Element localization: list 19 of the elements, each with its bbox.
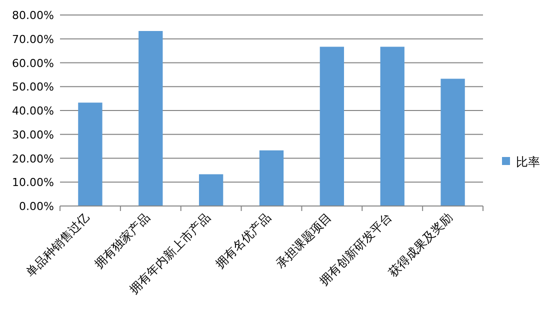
- y-tick-label: 10.00%: [12, 176, 54, 190]
- x-tick-label: 拥有名优产品: [212, 210, 274, 272]
- bar: [138, 30, 163, 206]
- x-tick-label: 单品种销售过亿: [23, 210, 92, 280]
- bar: [198, 174, 224, 206]
- legend-label: 比率: [516, 155, 540, 169]
- bar: [78, 102, 102, 206]
- y-tick-label: 60.00%: [12, 56, 54, 70]
- y-tick-label: 30.00%: [12, 128, 54, 142]
- y-tick-label: 40.00%: [12, 104, 54, 118]
- y-tick-label: 20.00%: [12, 152, 54, 166]
- bar: [320, 46, 344, 206]
- y-tick-label: 50.00%: [12, 80, 54, 94]
- y-tick-label: 80.00%: [12, 9, 54, 22]
- bar: [440, 78, 465, 206]
- bar: [259, 150, 284, 206]
- y-tick-label: 70.00%: [12, 32, 54, 46]
- bar: [380, 46, 404, 206]
- y-tick-label: 0.00%: [19, 200, 54, 213]
